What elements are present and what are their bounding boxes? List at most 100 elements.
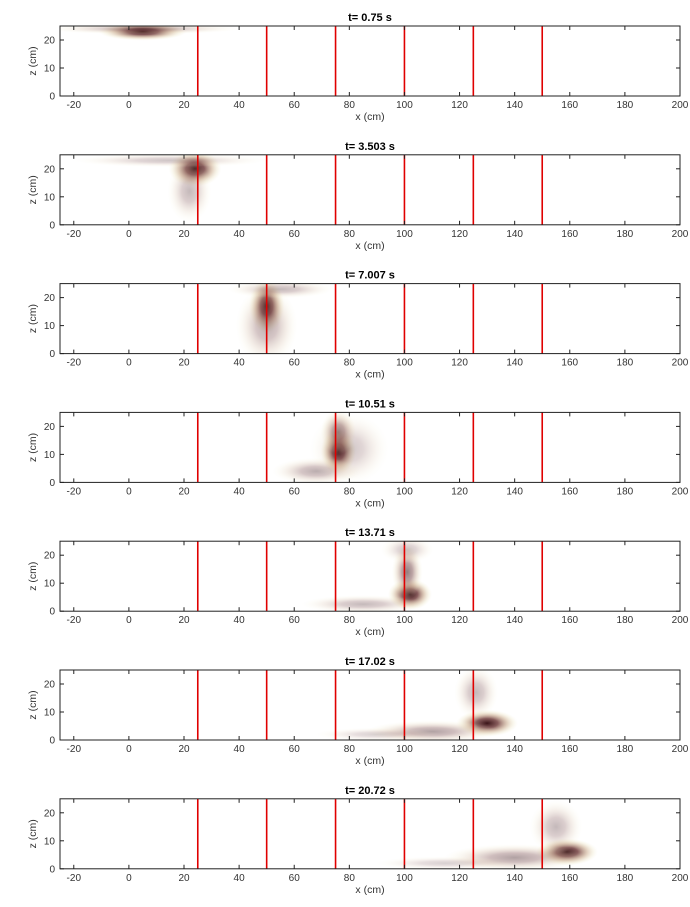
x-tick-label: 20 — [178, 358, 190, 369]
x-tick-label: 100 — [396, 229, 413, 240]
x-tick-label: 200 — [672, 100, 689, 111]
x-tick-label: 0 — [126, 358, 132, 369]
axes-frame — [59, 25, 681, 97]
x-tick-label: 160 — [561, 744, 578, 755]
y-tick-label: 20 — [44, 293, 56, 304]
x-tick-label: 20 — [178, 486, 190, 497]
panel-3: -20 0 20 40 60 80 100 120 140 160 180 200 0 10 20 t= 7.… — [27, 270, 689, 381]
x-tick-label: 0 — [126, 229, 132, 240]
x-tick-label: 60 — [289, 486, 301, 497]
x-tick-label: 20 — [178, 615, 190, 626]
x-tick-label: 60 — [289, 358, 301, 369]
x-tick-label: 180 — [617, 358, 634, 369]
y-tick-label: 20 — [44, 551, 56, 562]
x-tick-label: -20 — [67, 100, 82, 111]
x-tick-label: 60 — [289, 744, 301, 755]
x-tick-label: 80 — [344, 744, 356, 755]
x-tick-label: 180 — [617, 229, 634, 240]
y-tick-label: 10 — [44, 579, 56, 590]
x-tick-label: 160 — [561, 358, 578, 369]
concentration-blob-4 — [309, 412, 390, 483]
y-axis-label: z (cm) — [27, 175, 39, 204]
x-tick-label: 0 — [126, 615, 132, 626]
y-axis-label: z (cm) — [27, 304, 39, 333]
x-tick-label: 120 — [451, 229, 468, 240]
panel-5: -20 0 20 40 60 80 100 120 140 160 180 200 0 10 20 t= 13… — [27, 527, 689, 638]
panel-title: t= 7.007 s — [345, 270, 395, 282]
axes-frame — [59, 154, 681, 226]
y-tick-label: 20 — [44, 164, 56, 175]
x-tick-label: 20 — [178, 744, 190, 755]
y-tick-label: 0 — [49, 349, 55, 360]
x-tick-label: 100 — [396, 873, 413, 884]
x-tick-label: 100 — [396, 358, 413, 369]
x-tick-label: 200 — [672, 744, 689, 755]
x-tick-label: 60 — [289, 229, 301, 240]
concentration-blob-2 — [60, 26, 240, 35]
x-tick-label: 80 — [344, 873, 356, 884]
y-tick-label: 10 — [44, 192, 56, 203]
concentration-field — [272, 412, 390, 483]
x-tick-label: 40 — [234, 358, 246, 369]
x-tick-label: 40 — [234, 873, 246, 884]
x-tick-label: 0 — [126, 744, 132, 755]
x-tick-label: 120 — [451, 486, 468, 497]
axes-frame — [59, 540, 681, 612]
x-tick-label: 100 — [396, 744, 413, 755]
panel-6: -20 0 20 40 60 80 100 120 140 160 180 200 0 10 20 t= 17… — [27, 656, 689, 767]
y-tick-label: 0 — [49, 607, 55, 618]
y-tick-label: 0 — [49, 736, 55, 747]
x-tick-label: -20 — [67, 486, 82, 497]
concentration-blob-3 — [301, 595, 425, 612]
y-tick-label: 20 — [44, 36, 56, 47]
x-tick-label: 180 — [617, 100, 634, 111]
x-tick-label: 80 — [344, 486, 356, 497]
x-tick-label: 0 — [126, 100, 132, 111]
x-tick-label: 120 — [451, 615, 468, 626]
x-tick-label: 100 — [396, 486, 413, 497]
x-axis-label: x (cm) — [355, 497, 384, 509]
x-tick-label: 20 — [178, 229, 190, 240]
x-tick-label: 160 — [561, 229, 578, 240]
x-axis-label: x (cm) — [355, 884, 384, 896]
y-axis-label: z (cm) — [27, 46, 39, 75]
concentration-blob-3 — [529, 799, 583, 854]
concentration-blob-4 — [375, 856, 517, 869]
x-tick-label: 180 — [617, 486, 634, 497]
concentration-blob-4 — [380, 541, 434, 564]
concentration-field — [315, 670, 518, 740]
x-tick-label: 20 — [178, 100, 190, 111]
x-tick-label: 180 — [617, 873, 634, 884]
concentration-blob-3 — [73, 154, 268, 168]
axes-frame — [59, 798, 681, 870]
x-axis-label: x (cm) — [355, 626, 384, 638]
y-axis-label: z (cm) — [27, 433, 39, 462]
x-tick-label: 160 — [561, 615, 578, 626]
x-tick-label: 80 — [344, 358, 356, 369]
panel-1: -20 0 20 40 60 80 100 120 140 160 180 200 0 10 20 t= 0.… — [27, 12, 689, 123]
panel-title: t= 20.72 s — [345, 785, 395, 797]
x-tick-label: 80 — [344, 100, 356, 111]
x-tick-label: 140 — [506, 100, 523, 111]
axes-frame — [59, 283, 681, 355]
y-tick-label: 0 — [49, 478, 55, 489]
x-tick-label: 80 — [344, 229, 356, 240]
panel-title: t= 13.71 s — [345, 527, 395, 539]
y-tick-label: 0 — [49, 864, 55, 875]
x-tick-label: 160 — [561, 873, 578, 884]
y-tick-label: 10 — [44, 836, 56, 847]
concentration-blob-3 — [454, 670, 499, 720]
x-tick-label: 40 — [234, 486, 246, 497]
x-tick-label: -20 — [67, 358, 82, 369]
x-tick-label: 140 — [506, 358, 523, 369]
x-tick-label: -20 — [67, 229, 82, 240]
x-tick-label: 120 — [451, 873, 468, 884]
y-tick-label: 10 — [44, 321, 56, 332]
x-axis-label: x (cm) — [355, 240, 384, 252]
x-tick-label: 60 — [289, 100, 301, 111]
y-axis-label: z (cm) — [27, 819, 39, 848]
x-tick-label: 0 — [126, 486, 132, 497]
x-tick-label: 120 — [451, 744, 468, 755]
x-tick-label: 180 — [617, 744, 634, 755]
